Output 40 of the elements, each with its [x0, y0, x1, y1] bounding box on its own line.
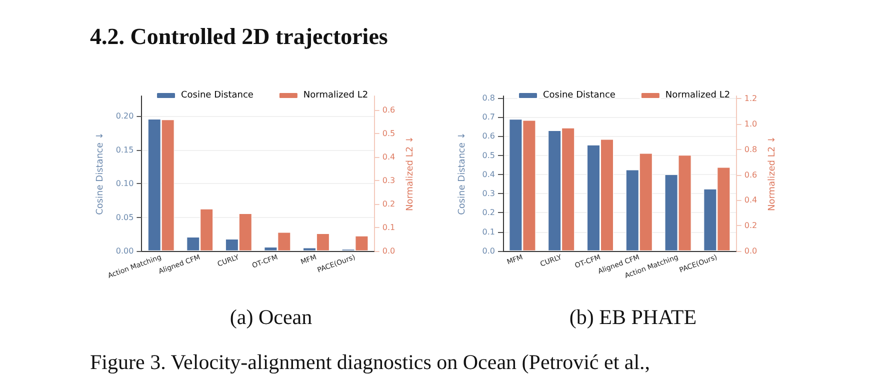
y2-tick-label: 0.4 [744, 196, 758, 205]
legend-label: Normalized L2 [665, 90, 730, 100]
y-axis-title: Cosine Distance ↓ [458, 132, 468, 215]
y-tick-label: 0.1 [482, 227, 495, 236]
y-tick-label: 0.3 [482, 189, 495, 198]
y2-tick-label: 0.8 [744, 144, 758, 154]
y2-tick-label: 0.4 [382, 152, 396, 162]
y-tick-label: 0.0 [482, 246, 495, 256]
y2-tick-label: 1.0 [744, 119, 758, 128]
y-tick-label: 0.2 [482, 208, 495, 218]
y2-axis-title: Normalized L2 ↓ [406, 136, 416, 212]
y-tick-label: 0.05 [116, 212, 134, 222]
y-tick-label: 0.10 [116, 179, 134, 188]
y2-tick-label: 0.3 [382, 176, 396, 186]
legend-label: Cosine Distance [181, 90, 254, 100]
y2-tick-label: 0.6 [744, 170, 758, 180]
y-tick-label: 0.5 [482, 150, 495, 160]
y-tick-label: 0.20 [116, 112, 134, 121]
text: (a) Ocean [228, 305, 314, 330]
y-tick-label: 0.8 [482, 93, 495, 102]
y2-tick-label: 0.6 [382, 106, 396, 115]
y2-tick-label: 0.5 [382, 129, 396, 138]
y-tick-label: 0.6 [482, 132, 495, 141]
y2-tick-label: 0.2 [382, 200, 396, 209]
y-tick-label: 0.00 [116, 246, 134, 256]
y2-tick-label: 0.2 [744, 221, 758, 230]
text: (b) EB PHATE [568, 305, 698, 330]
legend-label: Cosine Distance [543, 90, 616, 100]
text: 4.2. Controlled 2D trajectories [90, 24, 388, 50]
y2-tick-label: 1.2 [744, 94, 758, 104]
caption: Figure 3. Velocity-alignment diagnostics on Ocean (Petrović et al., [90, 350, 650, 375]
y-tick-label: 0.7 [482, 112, 495, 122]
y-tick-label: 0.15 [116, 145, 134, 154]
y-axis-title: Cosine Distance ↓ [96, 132, 106, 215]
legend-label: Normalized L2 [303, 90, 368, 100]
y2-axis-title: Normalized L2 ↓ [768, 136, 778, 212]
y2-tick-label: 0.0 [744, 246, 758, 256]
y2-tick-label: 0.0 [382, 246, 396, 256]
y2-tick-label: 0.1 [382, 223, 396, 232]
y-tick-label: 0.4 [482, 170, 495, 179]
